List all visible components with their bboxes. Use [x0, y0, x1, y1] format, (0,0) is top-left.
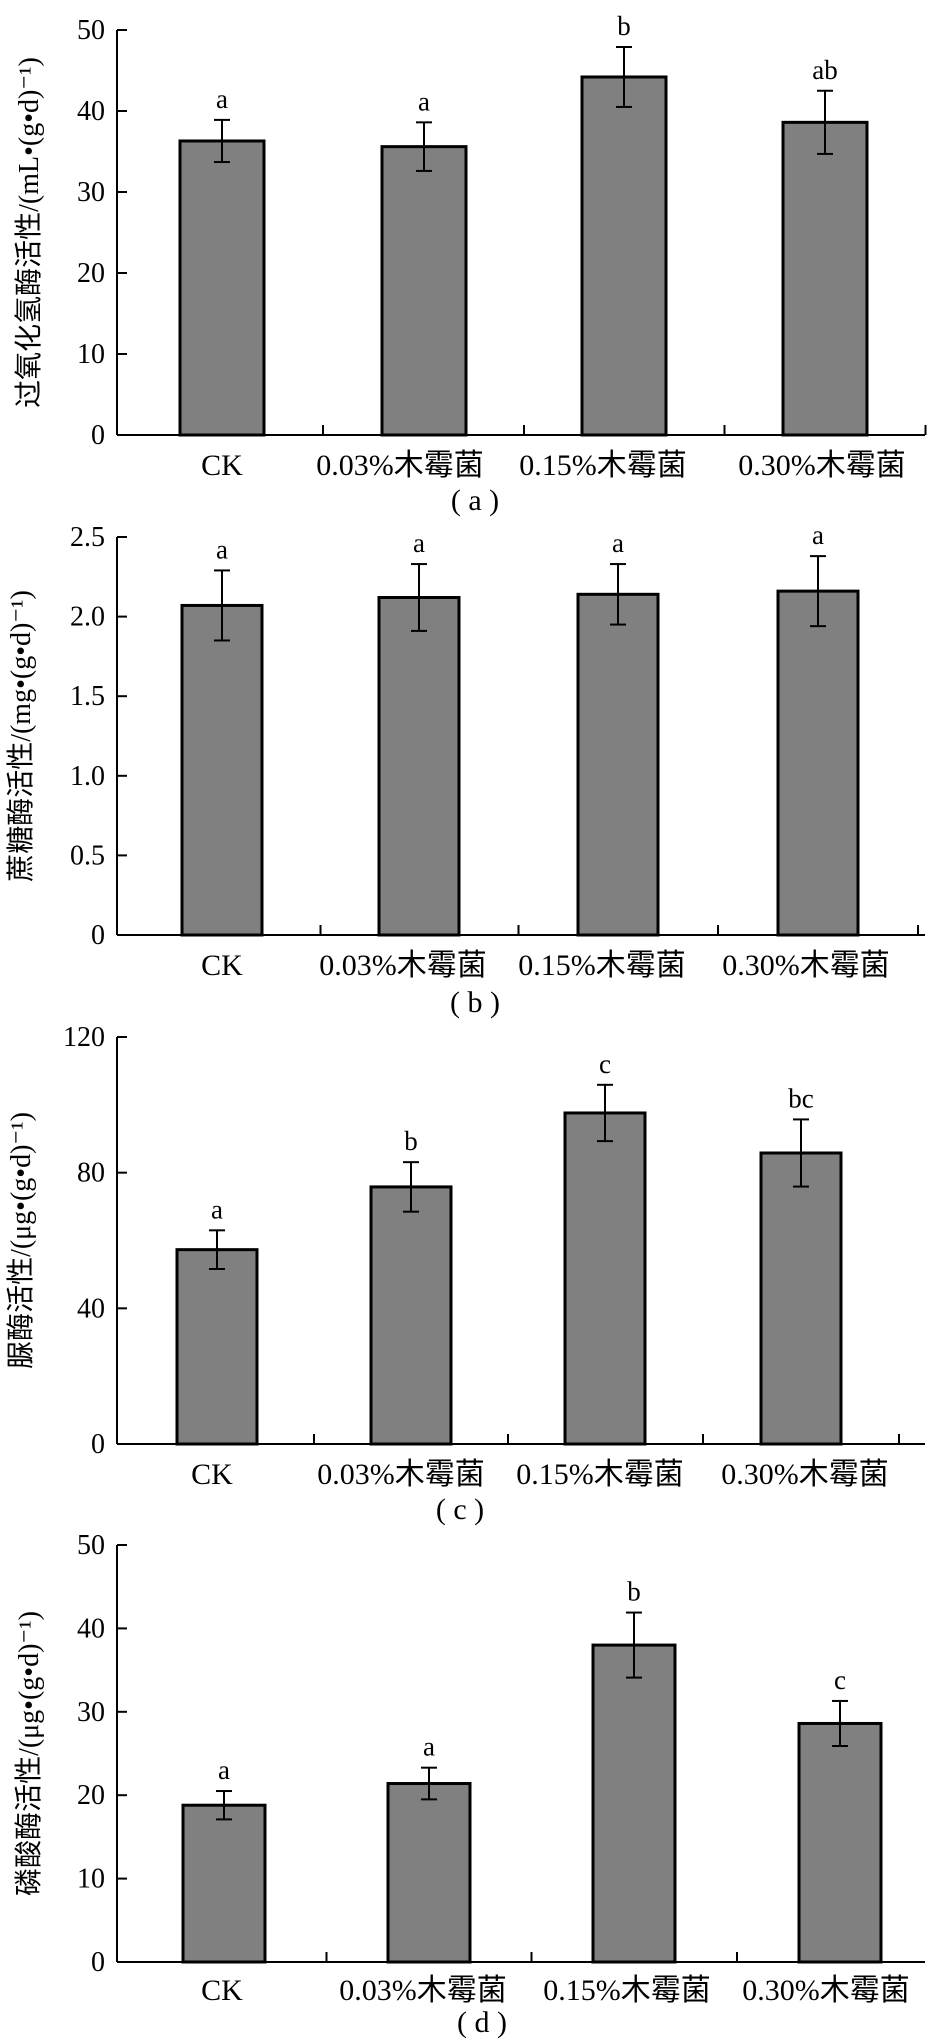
panel-label: ( b )	[450, 986, 500, 1019]
significance-label: a	[413, 528, 425, 558]
bar	[781, 120, 869, 437]
significance-label: a	[418, 86, 430, 116]
significance-label: ab	[812, 55, 837, 85]
bar	[580, 75, 668, 437]
y-tick-label: 40	[77, 1613, 105, 1644]
panel-label: ( d )	[457, 2006, 507, 2039]
y-tick-label: 2.5	[70, 522, 105, 553]
bar	[759, 1151, 843, 1446]
significance-label: a	[812, 520, 824, 550]
category-label: 0.03%木霉菌	[317, 1458, 485, 1491]
bar	[386, 1782, 472, 1964]
category-label: CK	[201, 449, 243, 482]
bar	[576, 592, 660, 937]
significance-label: c	[834, 1665, 846, 1695]
bar	[563, 1111, 647, 1446]
bar	[181, 1803, 267, 1964]
category-label: 0.15%木霉菌	[516, 1458, 684, 1491]
y-tick-label: 0	[91, 1947, 105, 1978]
bar	[369, 1185, 453, 1446]
significance-label: a	[423, 1732, 435, 1762]
panel-label: ( a )	[451, 484, 499, 517]
y-axis-title: 蔗糖酶活性/(mg•(g•d)⁻¹)	[5, 590, 37, 882]
category-label: 0.30%木霉菌	[738, 449, 906, 482]
y-tick-label: 80	[77, 1158, 105, 1189]
category-label: CK	[201, 1974, 243, 2007]
y-tick-label: 2.0	[70, 602, 105, 633]
significance-label: b	[404, 1126, 418, 1156]
significance-label: a	[218, 1755, 230, 1785]
significance-label: a	[211, 1194, 223, 1224]
category-label: 0.30%木霉菌	[742, 1974, 910, 2007]
y-tick-label: 30	[77, 1697, 105, 1728]
category-label: 0.30%木霉菌	[721, 1458, 889, 1491]
y-tick-label: 40	[77, 96, 105, 127]
category-label: CK	[191, 1458, 233, 1491]
category-label: 0.15%木霉菌	[518, 949, 686, 982]
y-tick-label: 40	[77, 1293, 105, 1324]
y-tick-label: 120	[63, 1022, 105, 1053]
y-tick-label: 20	[77, 258, 105, 289]
significance-label: bc	[788, 1083, 814, 1113]
bar	[776, 589, 860, 937]
y-tick-label: 10	[77, 339, 105, 370]
y-tick-label: 1.0	[70, 761, 105, 792]
category-label: 0.03%木霉菌	[316, 449, 484, 482]
bar	[591, 1643, 677, 1964]
chart-panel: 0 10 20 30 40 50 a a b c CK 0.03%木霉菌 0.15%木霉菌 0.30%木霉…	[13, 1530, 925, 2039]
bar	[180, 603, 264, 937]
y-tick-label: 50	[77, 15, 105, 46]
significance-label: c	[599, 1049, 611, 1079]
bar	[377, 595, 461, 937]
y-tick-label: 0	[91, 1429, 105, 1460]
significance-label: a	[216, 534, 228, 564]
y-tick-label: 50	[77, 1530, 105, 1561]
y-axis-title: 磷酸酶活性/(μg•(g•d)⁻¹)	[13, 1611, 45, 1896]
chart-panel: 0 0.5 1.0 1.5 2.0 2.5 a a a a CK 0.03%木霉菌 0.15%木霉菌 0.…	[5, 520, 925, 1019]
bar	[178, 139, 266, 437]
significance-label: b	[627, 1577, 641, 1607]
category-label: 0.15%木霉菌	[519, 449, 687, 482]
significance-label: a	[216, 84, 228, 114]
y-tick-label: 0	[91, 420, 105, 451]
y-tick-label: 0	[91, 920, 105, 951]
bar	[175, 1248, 259, 1446]
category-label: 0.03%木霉菌	[319, 949, 487, 982]
y-tick-label: 20	[77, 1780, 105, 1811]
significance-label: a	[612, 528, 624, 558]
significance-label: b	[617, 11, 631, 41]
bar	[380, 145, 468, 437]
panel-label: ( c )	[436, 1493, 484, 1526]
category-label: 0.15%木霉菌	[543, 1974, 711, 2007]
category-label: 0.30%木霉菌	[722, 949, 890, 982]
y-axis-title: 过氧化氢酶活性/(mL•(g•d)⁻¹)	[13, 57, 45, 408]
y-tick-label: 10	[77, 1864, 105, 1895]
category-label: 0.03%木霉菌	[339, 1974, 507, 2007]
y-tick-label: 1.5	[70, 681, 105, 712]
y-tick-label: 30	[77, 177, 105, 208]
y-tick-label: 0.5	[70, 840, 105, 871]
category-label: CK	[201, 949, 243, 982]
y-axis-title: 脲酶活性/(μg•(g•d)⁻¹)	[5, 1112, 37, 1369]
bar	[797, 1721, 883, 1964]
